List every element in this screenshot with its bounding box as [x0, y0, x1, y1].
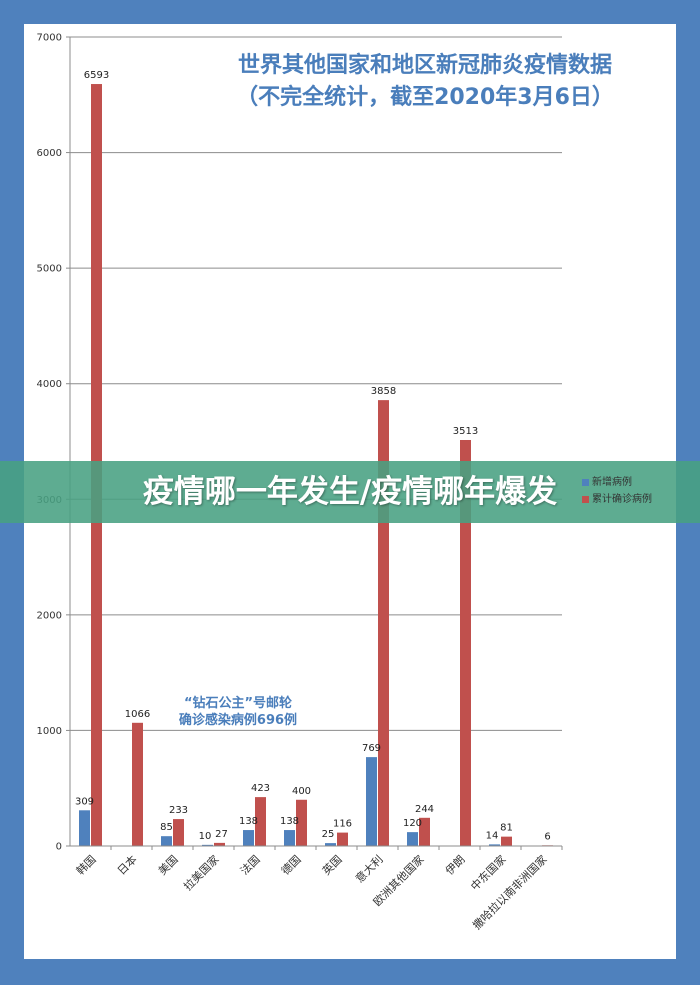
bar-cumulative	[132, 722, 143, 846]
data-label: 244	[415, 804, 434, 815]
bar-new-cases	[325, 843, 336, 846]
bar-cumulative	[173, 819, 184, 846]
bar-new-cases	[243, 830, 254, 846]
legend-swatch-new	[582, 479, 589, 486]
x-category-label: 美国	[156, 853, 181, 878]
data-label: 14	[486, 830, 499, 841]
x-category-label: 拉美国家	[181, 852, 222, 893]
data-label: 27	[215, 829, 228, 840]
bar-cumulative	[419, 817, 430, 846]
chart-legend: 新增病例 累计确诊病例	[582, 474, 652, 508]
data-label: 423	[251, 783, 270, 794]
chart-title-line1: 世界其他国家和地区新冠肺炎疫情数据	[237, 53, 612, 78]
data-label: 6593	[84, 70, 109, 81]
data-label: 309	[75, 796, 94, 807]
y-tick-label: 0	[56, 842, 62, 853]
y-tick-label: 2000	[37, 610, 62, 621]
data-label: 10	[199, 831, 212, 842]
chart-title: 世界其他国家和地区新冠肺炎疫情数据 （不完全统计，截至2020年3月6日）	[190, 50, 660, 114]
x-category-label: 法国	[237, 852, 262, 877]
bar-cumulative	[337, 832, 348, 846]
data-label: 138	[280, 816, 299, 827]
x-category-label: 伊朗	[443, 853, 468, 878]
y-tick-label: 4000	[37, 379, 62, 390]
data-label: 3858	[371, 386, 396, 397]
bar-cumulative	[460, 439, 471, 846]
x-category-label: 意大利	[352, 852, 385, 885]
bar-new-cases	[161, 836, 172, 846]
annotation-line2: 确诊感染病例696例	[178, 713, 298, 728]
bar-new-cases	[489, 844, 500, 846]
x-category-label: 中东国家	[468, 852, 509, 893]
legend-item-new: 新增病例	[582, 474, 652, 491]
y-tick-label: 1000	[37, 726, 62, 737]
bar-new-cases	[79, 810, 90, 846]
x-category-label: 德国	[278, 852, 303, 877]
legend-label-new: 新增病例	[592, 477, 632, 488]
y-tick-label: 5000	[37, 264, 62, 275]
bar-cumulative	[296, 799, 307, 846]
bar-cumulative	[378, 400, 389, 846]
data-label: 3513	[453, 426, 478, 437]
bar-cumulative	[501, 836, 512, 846]
y-tick-label: 6000	[37, 148, 62, 159]
data-label: 769	[362, 743, 381, 754]
x-category-label: 韩国	[73, 852, 98, 877]
data-label: 116	[333, 819, 352, 830]
legend-swatch-cumulative	[582, 496, 589, 503]
legend-label-cumulative: 累计确诊病例	[592, 494, 652, 505]
chart-title-line2: （不完全统计，截至2020年3月6日）	[236, 85, 614, 110]
bar-new-cases	[284, 830, 295, 846]
data-label: 138	[239, 816, 258, 827]
bar-new-cases	[407, 832, 418, 846]
bar-new-cases	[366, 757, 377, 846]
data-label: 81	[500, 823, 513, 834]
data-label: 85	[160, 822, 173, 833]
banner-text: 疫情哪一年发生/疫情哪年爆发	[142, 474, 558, 510]
bar-cumulative	[214, 842, 225, 846]
legend-item-cumulative: 累计确诊病例	[582, 491, 652, 508]
x-category-label: 英国	[319, 852, 344, 877]
x-category-label: 撒哈拉以南非洲国家	[470, 852, 550, 932]
bar-cumulative	[255, 797, 266, 846]
overlay-banner: 疫情哪一年发生/疫情哪年爆发	[0, 461, 700, 523]
y-tick-label: 7000	[37, 33, 62, 44]
annotation-line1: “钻石公主”号邮轮	[183, 696, 293, 711]
x-category-label: 日本	[114, 852, 139, 877]
data-label: 400	[292, 786, 311, 797]
data-label: 6	[544, 831, 550, 842]
data-label: 25	[322, 829, 335, 840]
data-label: 233	[169, 805, 188, 816]
data-label: 120	[403, 818, 422, 829]
cruise-annotation: “钻石公主”号邮轮 确诊感染病例696例	[148, 695, 328, 729]
bar-new-cases	[202, 844, 213, 846]
data-label: 1066	[125, 709, 150, 720]
